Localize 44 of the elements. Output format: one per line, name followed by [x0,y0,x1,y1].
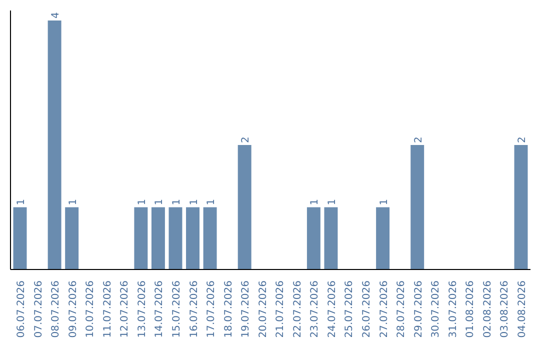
x-tick-label: 17.07.2026 [206,280,218,338]
data-label: 1 [16,198,27,206]
x-tick-label: 31.07.2026 [448,280,459,338]
x-tick-label: 30.07.2026 [430,280,442,338]
data-label: 2 [517,136,528,143]
x-tick-label: 26.07.2026 [362,280,373,338]
data-label: 1 [171,198,182,206]
data-label: 1 [206,198,218,206]
data-label: 4 [50,12,62,18]
x-tick-label: 23.07.2026 [310,280,321,338]
data-label: 1 [310,198,321,206]
x-tick-label: 16.07.2026 [188,280,200,338]
x-tick-label: 24.07.2026 [326,280,338,338]
data-label: 2 [413,136,424,143]
data-label: 1 [154,198,166,206]
x-tick-label: 20.07.2026 [258,280,269,338]
data-label: 2 [240,136,252,143]
x-tick-label: 27.07.2026 [378,280,390,338]
x-tick-label: 29.07.2026 [413,280,424,338]
data-label: 1 [136,198,148,206]
x-tick-label: 03.08.2026 [500,280,511,338]
x-tick-label: 14.07.2026 [154,280,166,338]
x-tick-label: 22.07.2026 [292,280,304,338]
x-tick-label: 12.07.2026 [120,280,131,338]
x-tick-label: 02.08.2026 [482,280,494,338]
x-tick-label: 11.07.2026 [102,280,114,338]
data-label: 1 [68,198,79,206]
x-tick-label: 25.07.2026 [344,280,356,338]
x-tick-label: 06.07.2026 [16,280,27,338]
x-tick-label: 13.07.2026 [136,280,148,338]
x-tick-label: 28.07.2026 [396,280,408,338]
x-tick-label: 15.07.2026 [171,280,182,338]
x-tick-label: 10.07.2026 [85,280,96,338]
x-tick-label: 18.07.2026 [223,280,234,338]
x-tick-label: 08.07.2026 [50,280,62,338]
x-tick-label: 09.07.2026 [68,280,79,338]
x-tick-label: 19.07.2026 [240,280,252,338]
data-label: 1 [326,198,338,206]
x-tick-label: 07.07.2026 [33,280,44,338]
x-tick-label: 04.08.2026 [517,280,528,338]
x-tick-label: 21.07.2026 [275,280,286,338]
data-label: 1 [378,198,390,206]
x-tick-label: 01.08.2026 [465,280,476,338]
data-label: 1 [188,198,200,206]
